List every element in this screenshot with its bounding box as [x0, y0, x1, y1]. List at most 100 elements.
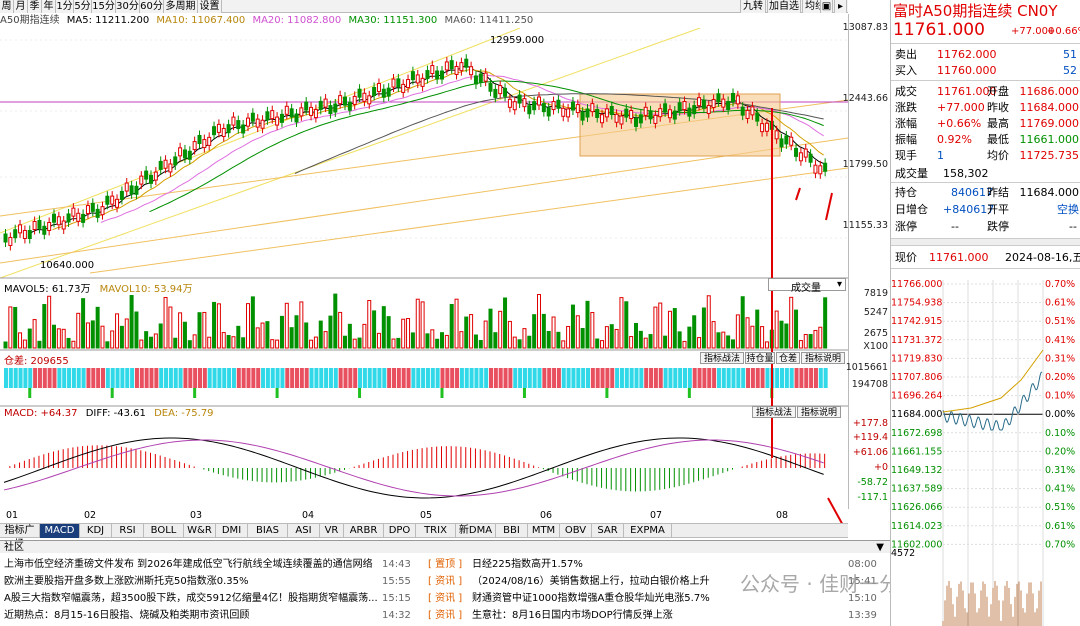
- expand-icon[interactable]: ▸: [834, 0, 847, 13]
- oi-bar: [290, 368, 295, 388]
- news-headline[interactable]: A股三大指数窄幅震荡，超3500股下跌，成交5912亿缩量4亿！股指期货窄幅震荡…: [4, 593, 378, 604]
- oi-bar: [489, 368, 493, 388]
- candle-body: [745, 109, 750, 119]
- indicator-tab-obv[interactable]: OBV: [560, 524, 592, 538]
- oi-bar: [343, 368, 348, 388]
- candle-body: [275, 116, 280, 126]
- candle-body: [22, 229, 27, 239]
- news-headline[interactable]: 财通资管中证1000指数增强A重仓股华灿光电涨5.7%: [472, 593, 710, 604]
- oi-bar: [212, 368, 217, 388]
- news-headline[interactable]: 欧洲主要股指开盘多数上涨欧洲斯托克50指数涨0.35%: [4, 576, 249, 587]
- oi-bar: [673, 368, 678, 388]
- indicator-tab-boll[interactable]: BOLL: [144, 524, 184, 538]
- period-tab[interactable]: 月: [14, 0, 28, 13]
- oi-bar: [469, 368, 474, 388]
- oi-bar: [57, 368, 62, 388]
- indicator-tab-新dma[interactable]: 新DMA: [456, 524, 496, 538]
- intraday-price-tick: 11672.698: [891, 428, 942, 439]
- price-tick: 12443.66: [842, 93, 888, 104]
- indicator-tab-bias[interactable]: BIAS: [248, 524, 288, 538]
- indicator-tab-asi[interactable]: ASI: [288, 524, 320, 538]
- oi-button[interactable]: 指标说明: [801, 352, 845, 364]
- indicator-tab-trix[interactable]: TRIX: [416, 524, 456, 538]
- macd-button[interactable]: 指标战法: [752, 406, 796, 418]
- candle-body: [47, 221, 52, 231]
- news-headline[interactable]: 近期热点：8月15-16日股指、烧碱及粕类期市资讯回顾: [4, 610, 250, 621]
- period-tab[interactable]: 周: [0, 0, 14, 13]
- period-tab[interactable]: 年: [42, 0, 56, 13]
- candle-body: [197, 135, 202, 145]
- period-toolbar: 周月季年 1分 5分 15分 30分 60分 多周期 设置 九转 加自选 均线 ▣ ▸: [0, 0, 848, 13]
- oi-button[interactable]: 持仓量: [745, 352, 775, 364]
- indicator-tab-w&r[interactable]: W&R: [184, 524, 216, 538]
- indicator-tab-expma[interactable]: EXPMA: [624, 524, 672, 538]
- toolbar-button[interactable]: 加自选: [767, 0, 801, 13]
- period-tab[interactable]: 季: [28, 0, 42, 13]
- volume-bar: [265, 321, 270, 349]
- volume-bar: [643, 337, 648, 349]
- indicator-tab-sar[interactable]: SAR: [592, 524, 624, 538]
- period-tab[interactable]: 1分: [56, 0, 74, 13]
- candle-body: [663, 103, 668, 113]
- oi-bar: [159, 368, 164, 388]
- indicator-tab-指标广场[interactable]: 指标广场: [0, 524, 40, 550]
- candle-body: [139, 175, 144, 185]
- volume-bar: [566, 325, 571, 349]
- news-headline[interactable]: 上海市低空经济重磅文件发布 到2026年建成低空飞行航线全域连续覆盖的通信网络: [4, 559, 373, 570]
- indicator-tab-dpo[interactable]: DPO: [384, 524, 416, 538]
- annotation-arrow: [827, 497, 843, 523]
- volume-bar: [202, 311, 207, 349]
- news-headline[interactable]: （2024/08/16）美销售数据上行，拉动白银价格上升: [472, 576, 710, 587]
- oi-bar: [455, 368, 460, 388]
- period-tab[interactable]: 15分: [92, 0, 116, 13]
- news-row[interactable]: 上海市低空经济重磅文件发布 到2026年建成低空飞行航线全域连续覆盖的通信网络 1…: [0, 556, 890, 573]
- kline-chart-area[interactable]: 12959.000 10640.000: [0, 28, 848, 523]
- candle-body: [672, 110, 677, 120]
- candle-body: [221, 127, 226, 137]
- indicator-tab-bbi[interactable]: BBI: [496, 524, 528, 538]
- oi-bar: [498, 368, 503, 388]
- volume-bar: [735, 314, 740, 349]
- volume-bar: [241, 337, 246, 349]
- macd-button[interactable]: 指标说明: [797, 406, 841, 418]
- news-headline[interactable]: 日经225指数高开1.57%: [472, 559, 583, 570]
- indicator-tab-mtm[interactable]: MTM: [528, 524, 560, 538]
- period-tab[interactable]: 多周期: [164, 0, 198, 13]
- toolbar-button[interactable]: 九转: [740, 0, 766, 13]
- oi-button[interactable]: 指标战法: [700, 352, 744, 364]
- news-row[interactable]: A股三大指数窄幅震荡，超3500股下跌，成交5912亿缩量4亿！股指期货窄幅震荡…: [0, 590, 890, 607]
- indicator-tab-dmi[interactable]: DMI: [216, 524, 248, 538]
- oi-button[interactable]: 仓差: [776, 352, 800, 364]
- indicator-tab-kdj[interactable]: KDJ: [80, 524, 112, 538]
- volume-indicator-select[interactable]: 成交量 ▾: [768, 278, 846, 294]
- candle-body: [202, 139, 207, 149]
- quote-value: 0.92%: [937, 133, 972, 146]
- volume-bar: [701, 307, 706, 349]
- oi-bar: [295, 368, 299, 388]
- volume-bar: [532, 314, 537, 349]
- oi-bar: [750, 368, 755, 388]
- macd-tick: +177.8: [852, 418, 888, 429]
- news-row[interactable]: 欧洲主要股指开盘多数上涨欧洲斯托克50指数涨0.35% 15:55 [ 资讯 ] （2…: [0, 573, 890, 590]
- intraday-price-tick: 11626.066: [891, 502, 942, 513]
- volume-bar: [27, 328, 32, 349]
- indicator-tab-vr[interactable]: VR: [320, 524, 344, 538]
- news-row[interactable]: 近期热点：8月15-16日股指、烧碱及粕类期市资讯回顾 14:32 [ 资讯 ] 生意…: [0, 607, 890, 624]
- period-tab[interactable]: 5分: [74, 0, 92, 13]
- indicator-tab-arbr[interactable]: ARBR: [344, 524, 384, 538]
- indicator-tab-macd[interactable]: MACD: [40, 524, 80, 538]
- indicator-tab-rsi[interactable]: RSI: [112, 524, 144, 538]
- oi-bar: [624, 368, 629, 388]
- window-icon[interactable]: ▣: [820, 0, 833, 13]
- period-tab[interactable]: 60分: [140, 0, 164, 13]
- volume-bar: [100, 325, 105, 349]
- candle-body: [697, 97, 702, 107]
- news-time: 15:10: [848, 593, 877, 604]
- period-tab[interactable]: 设置: [198, 0, 222, 13]
- volume-bar: [663, 335, 668, 349]
- period-tab[interactable]: 30分: [116, 0, 140, 13]
- intraday-chart[interactable]: 11766.000 0.70% 11754.938 0.61% 11742.915 0.5…: [891, 280, 1080, 626]
- volume-bar: [716, 332, 721, 349]
- news-headline[interactable]: 生意社：8月16日国内市场DOP行情反弹上涨: [472, 610, 673, 621]
- oi-bar: [527, 368, 532, 388]
